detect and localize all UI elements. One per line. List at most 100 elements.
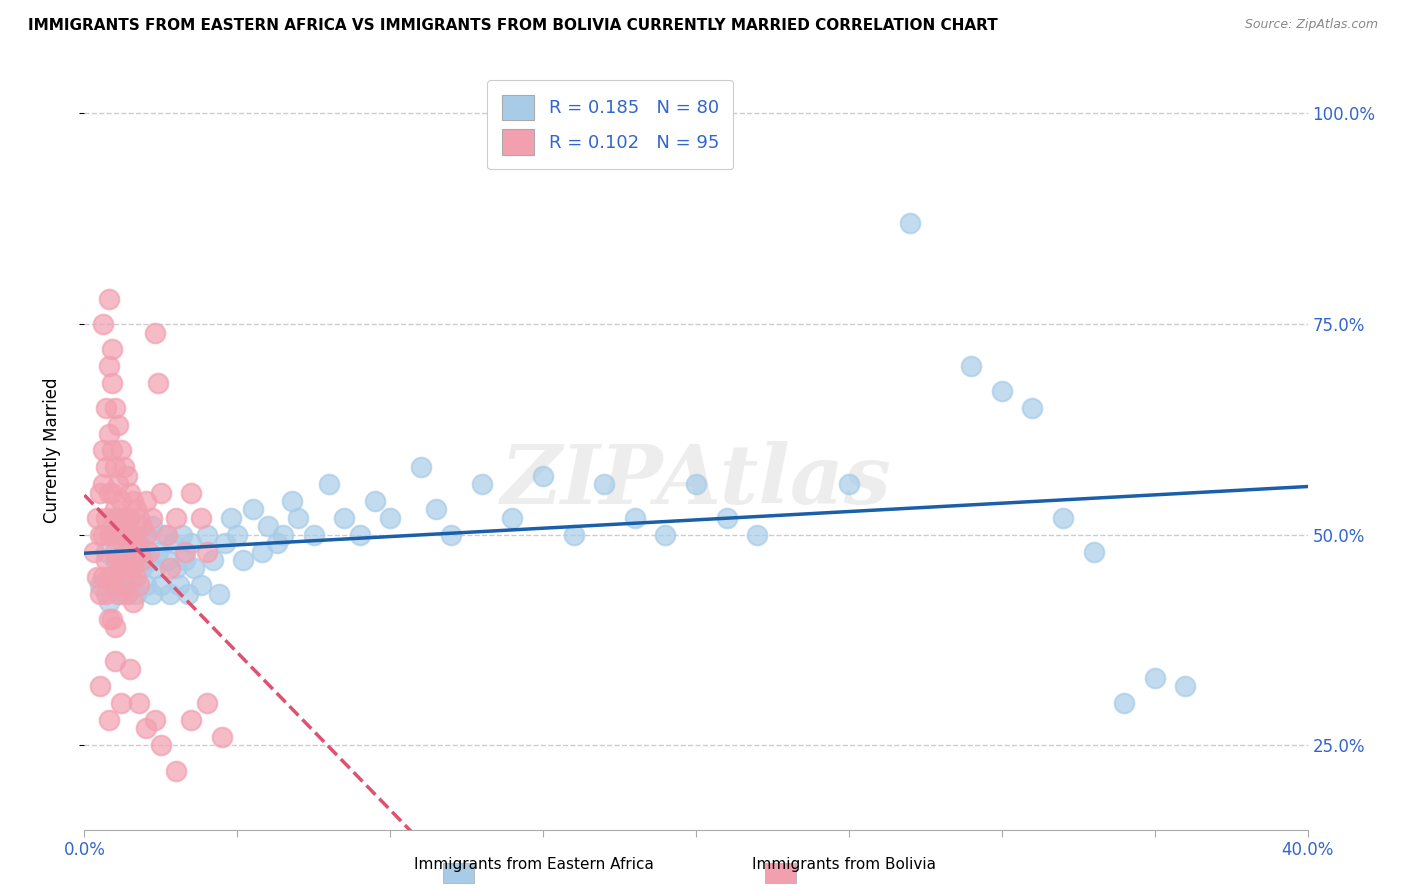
Point	[104, 502, 127, 516]
Point	[115, 468, 138, 483]
Point	[120, 527, 142, 541]
Point	[94, 401, 117, 416]
Point	[104, 544, 127, 558]
Point	[747, 527, 769, 541]
Point	[190, 511, 212, 525]
Point	[333, 511, 356, 525]
Point	[156, 527, 179, 541]
Point	[146, 376, 169, 390]
Point	[287, 511, 309, 525]
Point	[110, 443, 132, 458]
Point	[141, 511, 163, 525]
Point	[97, 426, 120, 441]
Point	[195, 527, 218, 541]
Point	[101, 527, 124, 541]
Point	[257, 519, 280, 533]
Point	[174, 544, 197, 558]
Point	[471, 477, 494, 491]
Point	[104, 620, 127, 634]
Point	[120, 485, 142, 500]
Point	[112, 544, 135, 558]
Point	[271, 527, 294, 541]
Point	[266, 536, 288, 550]
Point	[115, 544, 138, 558]
Point	[1174, 679, 1197, 693]
Point	[135, 494, 157, 508]
Legend: R = 0.185   N = 80, R = 0.102   N = 95: R = 0.185 N = 80, R = 0.102 N = 95	[488, 80, 734, 169]
Point	[364, 494, 387, 508]
Point	[110, 527, 132, 541]
Point	[112, 578, 135, 592]
Point	[97, 713, 120, 727]
Point	[131, 553, 153, 567]
Point	[128, 578, 150, 592]
Point	[165, 561, 187, 575]
Text: Immigrants from Eastern Africa: Immigrants from Eastern Africa	[415, 857, 654, 872]
Point	[110, 494, 132, 508]
Point	[226, 527, 249, 541]
Point	[83, 544, 105, 558]
Point	[149, 578, 172, 592]
Point	[104, 460, 127, 475]
Point	[125, 570, 148, 584]
Point	[131, 561, 153, 575]
Point	[91, 570, 114, 584]
Point	[960, 359, 983, 374]
Point	[716, 511, 738, 525]
Point	[112, 561, 135, 575]
Point	[104, 401, 127, 416]
Point	[138, 553, 160, 567]
Point	[177, 587, 200, 601]
Point	[91, 317, 114, 331]
Point	[146, 544, 169, 558]
Point	[180, 536, 202, 550]
Point	[94, 553, 117, 567]
Point	[190, 578, 212, 592]
Point	[143, 326, 166, 340]
Point	[89, 527, 111, 541]
Point	[89, 485, 111, 500]
Point	[120, 663, 142, 677]
Point	[107, 511, 129, 525]
Point	[153, 527, 176, 541]
Point	[125, 536, 148, 550]
Point	[208, 587, 231, 601]
Point	[97, 527, 120, 541]
Point	[149, 485, 172, 500]
Point	[172, 527, 194, 541]
Point	[318, 477, 340, 491]
Point	[107, 570, 129, 584]
Point	[94, 511, 117, 525]
Point	[380, 511, 402, 525]
Point	[91, 443, 114, 458]
Point	[141, 519, 163, 533]
Point	[122, 494, 145, 508]
Point	[250, 544, 273, 558]
Point	[162, 536, 184, 550]
Point	[97, 485, 120, 500]
Point	[94, 544, 117, 558]
Point	[128, 696, 150, 710]
Point	[143, 713, 166, 727]
Point	[104, 654, 127, 668]
Point	[120, 511, 142, 525]
Point	[1052, 511, 1074, 525]
Point	[110, 696, 132, 710]
Point	[131, 519, 153, 533]
Text: Immigrants from Bolivia: Immigrants from Bolivia	[752, 857, 935, 872]
Point	[89, 679, 111, 693]
Point	[91, 527, 114, 541]
Point	[232, 553, 254, 567]
Point	[122, 527, 145, 541]
Point	[593, 477, 616, 491]
Point	[112, 527, 135, 541]
Point	[125, 587, 148, 601]
Point	[138, 544, 160, 558]
Point	[89, 587, 111, 601]
Point	[104, 578, 127, 592]
Point	[425, 502, 447, 516]
Point	[135, 527, 157, 541]
Point	[101, 376, 124, 390]
Point	[101, 443, 124, 458]
Point	[120, 561, 142, 575]
